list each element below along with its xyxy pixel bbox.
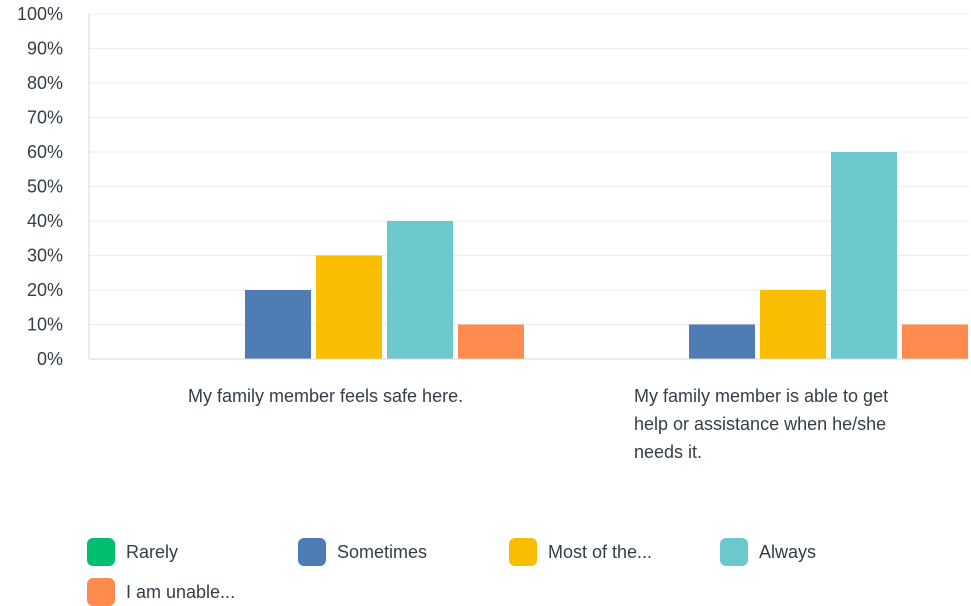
bar[interactable] [245,290,311,359]
y-tick-label: 70% [27,108,63,128]
x-category-label: My family member feels safe here. [188,386,464,406]
y-tick-label: 50% [27,177,63,197]
legend-swatch [87,538,115,566]
bar[interactable] [458,324,524,360]
legend-label: I am unable... [126,581,236,602]
bars [245,152,968,359]
y-tick-label: 90% [27,39,63,59]
legend-swatch [298,538,326,566]
bar[interactable] [316,255,382,360]
legend-label: Rarely [126,541,179,562]
bar[interactable] [689,324,755,360]
y-tick-label: 10% [27,315,63,335]
legend-swatch [509,538,537,566]
legend-label: Most of the... [548,541,653,562]
x-category-label: My family member is able to get help or … [634,386,889,462]
legend-item-most-of-the[interactable]: Most of the... [509,538,652,566]
legend-swatch [87,578,115,606]
bar[interactable] [831,152,897,359]
legend-item-rarely[interactable]: Rarely [87,538,178,566]
bar[interactable] [760,290,826,359]
y-tick-label: 100% [17,4,63,24]
legend-label: Sometimes [337,541,428,562]
y-tick-label: 80% [27,73,63,93]
legend-item-always[interactable]: Always [720,538,816,566]
bar[interactable] [387,221,453,359]
y-tick-label: 60% [27,142,63,162]
bar[interactable] [902,324,968,360]
y-axis-ticks: 0% 10% 20% 30% 40% 50% 60% 70% 80% 90% 100% [17,4,63,369]
legend-label: Always [759,541,817,562]
legend-swatch [720,538,748,566]
gridlines [89,13,969,325]
y-tick-label: 40% [27,211,63,231]
y-tick-label: 0% [37,349,63,369]
y-tick-label: 30% [27,246,63,266]
legend-item-i-am-unable[interactable]: I am unable... [87,578,235,606]
y-tick-label: 20% [27,280,63,300]
legend-item-sometimes[interactable]: Sometimes [298,538,427,566]
